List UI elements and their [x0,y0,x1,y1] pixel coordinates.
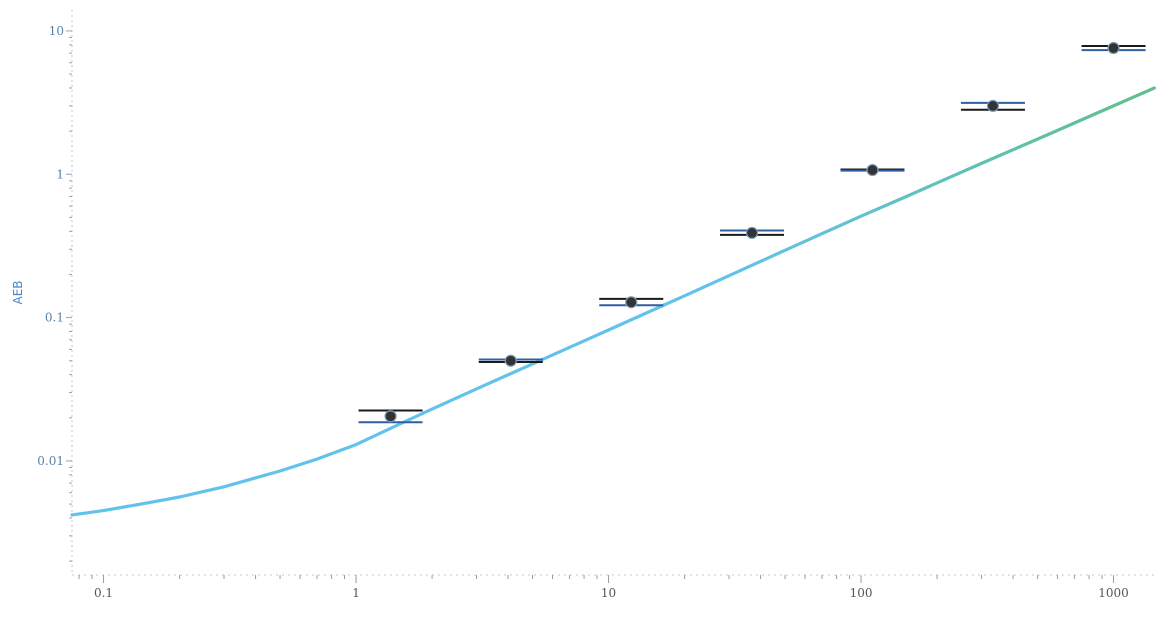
data-point-group [840,163,905,177]
x-tick-label: 100 [850,586,873,600]
x-tick-label: 1000 [1098,586,1129,600]
data-point [625,296,638,309]
plot-area: 0.01 0.1 1 10 0.1 1 10 100 1000 [37,10,1158,600]
data-point-group [720,226,785,239]
x-tick-label: 1 [352,586,360,600]
y-tick-label: 0.1 [45,311,64,325]
y-axis: 0.01 0.1 1 10 [37,10,73,575]
x-tick-label: 0.1 [94,586,113,600]
data-point [866,163,879,177]
x-tick-label: 10 [601,586,616,600]
data-point [745,226,759,239]
data-point [384,410,397,423]
data-point-group [358,409,423,424]
y-tick-label: 0.01 [37,454,64,468]
data-point-group [960,99,1025,112]
data-points-layer [358,41,1146,424]
data-point [1107,41,1120,55]
x-axis: 0.1 1 10 100 1000 [72,574,1158,600]
data-point-group [478,354,543,367]
y-tick-label: 10 [49,24,64,38]
fit-curve-layer [70,86,1156,517]
data-point-group [599,296,664,309]
data-point [986,99,1000,112]
data-point [504,354,517,367]
fit-curve-line [70,86,1156,517]
y-tick-label: 1 [56,167,64,181]
data-point-group [1081,41,1146,55]
y-axis-title: AEB [11,280,25,304]
